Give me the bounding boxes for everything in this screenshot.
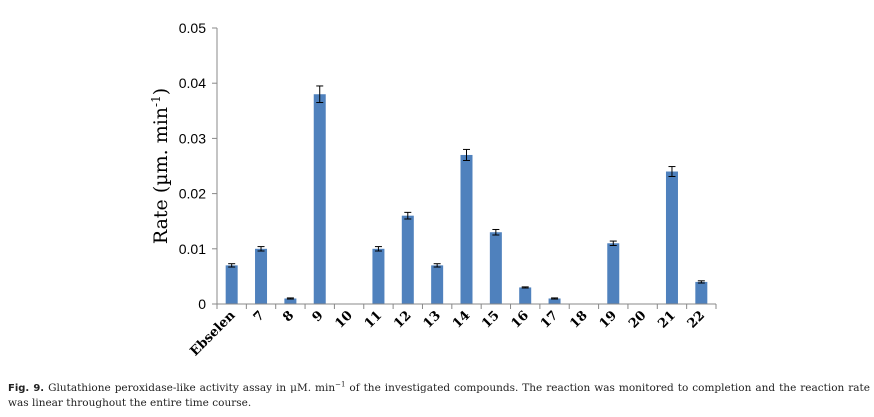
bar [372, 248, 385, 304]
y-tick-label: 0.03 [179, 130, 206, 146]
bar [284, 298, 297, 304]
bar-chart: 0 0.01 0.02 0.03 0.04 0.05 Ebselen 7 8 9 10 11 12 13… [149, 20, 717, 359]
x-tick-label: 9 [310, 308, 327, 325]
bar [255, 248, 268, 304]
x-tick-label: 17 [538, 308, 561, 331]
x-tick-label: 21 [655, 308, 678, 331]
figure-label: Fig. 9. [8, 383, 45, 394]
x-tick-label: 12 [391, 308, 414, 331]
x-tick-label: 14 [450, 308, 473, 331]
figure-caption: Fig. 9. Glutathione peroxidase-like acti… [8, 381, 870, 410]
x-tick-label: 8 [280, 308, 297, 325]
x-tick-label: 19 [597, 308, 620, 331]
x-tick-label: 22 [685, 308, 708, 331]
y-tick-label: 0.04 [179, 75, 206, 91]
x-tick-label: 7 [251, 308, 268, 325]
x-tick-label: 15 [479, 308, 502, 331]
x-tick-label: Ebselen [187, 308, 238, 359]
caption-superscript: −1 [335, 380, 346, 389]
bar [225, 265, 238, 304]
x-tick-label: 11 [362, 308, 385, 331]
bar [548, 298, 561, 304]
y-tick-label: 0.01 [179, 241, 206, 257]
x-tick-label: 10 [333, 308, 356, 331]
bar [401, 215, 414, 304]
x-tick-label: 20 [626, 308, 649, 331]
caption-text-start: Glutathione peroxidase-like activity ass… [48, 382, 336, 394]
y-tick-label: 0 [198, 296, 206, 312]
bar [313, 94, 326, 305]
bars-group [225, 94, 708, 305]
error-bars-group [228, 85, 705, 300]
y-tick-label: 0.02 [179, 186, 206, 202]
y-ticks-group: 0 0.01 0.02 0.03 0.04 0.05 [179, 20, 217, 312]
bar [607, 243, 620, 304]
x-ticks-group: Ebselen 7 8 9 10 11 12 13 14 15 16 17 18 19 20 21 22 [187, 304, 717, 359]
x-tick-label: 18 [567, 308, 590, 331]
x-tick-label: 13 [421, 308, 444, 331]
y-axis-label: Rate (µm. min-1) [149, 88, 172, 244]
bar [460, 154, 473, 304]
caption-text-end: of the investigated compounds. The react… [8, 382, 870, 409]
y-tick-label: 0.05 [179, 20, 206, 36]
bar [695, 281, 708, 304]
bar [519, 287, 532, 304]
bar [489, 232, 502, 304]
bar [431, 265, 444, 304]
x-tick-label: 16 [509, 308, 532, 331]
bar [665, 171, 678, 304]
